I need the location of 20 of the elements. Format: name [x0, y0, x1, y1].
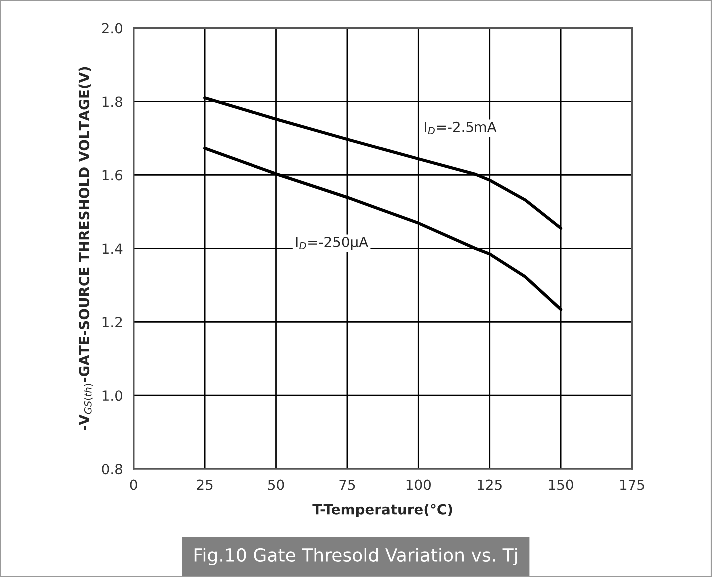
- y-tick-label: 1.2: [102, 317, 122, 328]
- y-tick-label: 2.0: [102, 23, 123, 34]
- y-tick-label: 1.4: [102, 244, 123, 254]
- text: Fig.10 Gate Thresold Variation vs. Tj: [194, 548, 518, 566]
- x-tick-label: 25: [197, 480, 213, 490]
- x-tick-label: 75: [340, 480, 356, 490]
- series-label: I$_{D}$=-2.5mA: [425, 122, 497, 134]
- x-tick-label: 175: [620, 480, 644, 490]
- y-tick-label: 1.0: [102, 390, 123, 402]
- text: I$_{D}$=-250μA: [296, 236, 368, 250]
- x-tick-label: 100: [406, 480, 431, 490]
- y-axis-title: -V$_{GS(th)}$-GATE-SOURCE THRESHOLD VOLTAGE(V): [78, 67, 93, 431]
- x-tick-label: 150: [549, 480, 574, 490]
- x-tick-label: 0: [130, 480, 138, 490]
- x-tick-label: 125: [478, 480, 502, 490]
- x-axis-title: T-Temperature(°C): [312, 504, 452, 518]
- y-tick-label: 1.6: [102, 170, 123, 181]
- x-tick-label: 50: [268, 480, 284, 490]
- y-tick-label: 1.8: [102, 96, 122, 108]
- y-tick-label: 0.8: [102, 464, 122, 475]
